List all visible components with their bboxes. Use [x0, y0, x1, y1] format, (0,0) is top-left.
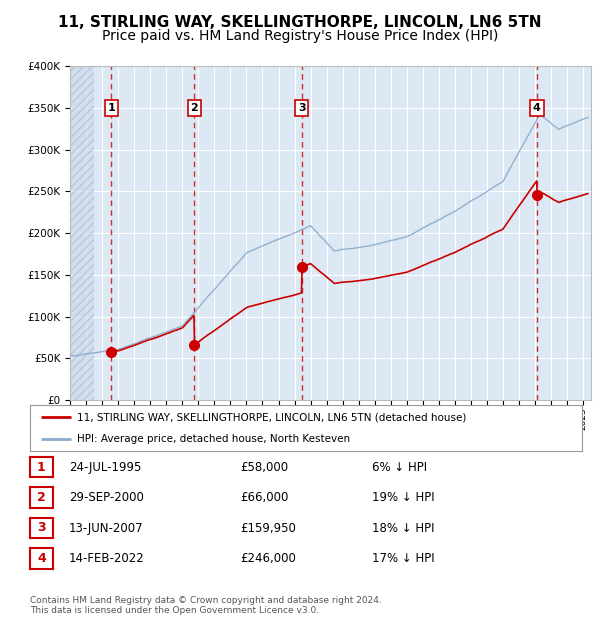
Text: 2: 2 [37, 491, 46, 504]
Text: £58,000: £58,000 [240, 461, 288, 474]
Text: Price paid vs. HM Land Registry's House Price Index (HPI): Price paid vs. HM Land Registry's House … [102, 29, 498, 43]
Text: HPI: Average price, detached house, North Kesteven: HPI: Average price, detached house, Nort… [77, 434, 350, 444]
Text: 2: 2 [191, 103, 198, 113]
Text: 1: 1 [107, 103, 115, 113]
Text: £66,000: £66,000 [240, 492, 289, 504]
Text: 11, STIRLING WAY, SKELLINGTHORPE, LINCOLN, LN6 5TN (detached house): 11, STIRLING WAY, SKELLINGTHORPE, LINCOL… [77, 412, 466, 422]
Text: £159,950: £159,950 [240, 522, 296, 534]
Text: 11, STIRLING WAY, SKELLINGTHORPE, LINCOLN, LN6 5TN: 11, STIRLING WAY, SKELLINGTHORPE, LINCOL… [58, 16, 542, 30]
Text: 4: 4 [533, 103, 541, 113]
Text: 29-SEP-2000: 29-SEP-2000 [69, 492, 144, 504]
Text: 3: 3 [298, 103, 305, 113]
Text: 17% ↓ HPI: 17% ↓ HPI [372, 552, 434, 565]
Text: 6% ↓ HPI: 6% ↓ HPI [372, 461, 427, 474]
Text: Contains HM Land Registry data © Crown copyright and database right 2024.
This d: Contains HM Land Registry data © Crown c… [30, 596, 382, 615]
Text: 19% ↓ HPI: 19% ↓ HPI [372, 492, 434, 504]
Text: 18% ↓ HPI: 18% ↓ HPI [372, 522, 434, 534]
Text: 13-JUN-2007: 13-JUN-2007 [69, 522, 143, 534]
Text: 4: 4 [37, 552, 46, 565]
Text: 1: 1 [37, 461, 46, 474]
Text: 24-JUL-1995: 24-JUL-1995 [69, 461, 142, 474]
Text: 3: 3 [37, 521, 46, 534]
Text: 14-FEB-2022: 14-FEB-2022 [69, 552, 145, 565]
Text: £246,000: £246,000 [240, 552, 296, 565]
